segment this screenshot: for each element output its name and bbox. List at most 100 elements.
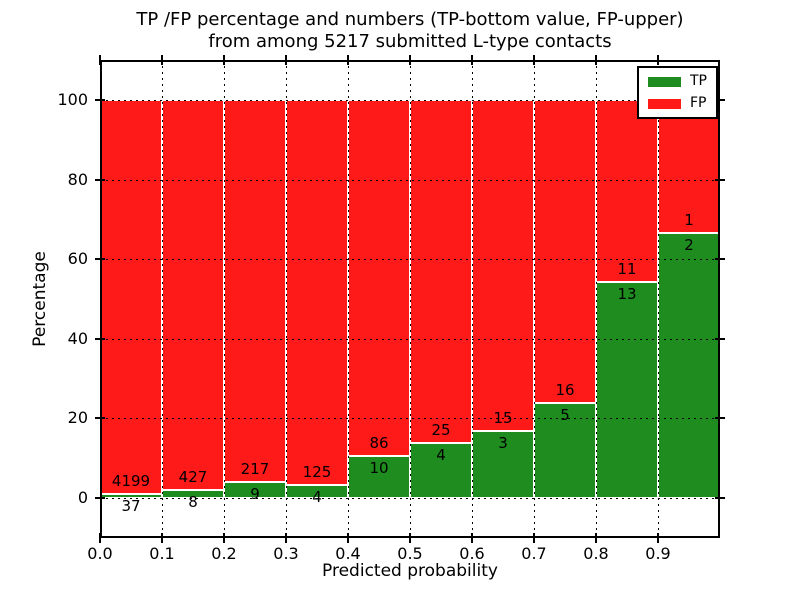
chart-title-line2: from among 5217 submitted L-type contact… bbox=[208, 31, 612, 52]
tp-count-label: 4 bbox=[312, 488, 322, 507]
bar-tp-0.5-0.6 bbox=[410, 442, 472, 498]
gridline-x-0.8 bbox=[596, 60, 597, 538]
bar-fp-0.5-0.6 bbox=[410, 100, 472, 443]
x-tick-bottom bbox=[409, 533, 411, 543]
y-tick-label: 100 bbox=[57, 90, 88, 110]
chart-title: TP /FP percentage and numbers (TP-bottom… bbox=[100, 9, 720, 53]
y-tick-right bbox=[715, 258, 725, 261]
tp-count-label: 13 bbox=[617, 285, 637, 304]
bar-tp-0.4-0.5 bbox=[348, 456, 410, 498]
fp-count-label: 86 bbox=[369, 434, 389, 453]
x-tick-top bbox=[657, 55, 659, 65]
tp-count-label: 5 bbox=[560, 405, 570, 424]
y-tick-left bbox=[95, 99, 105, 102]
gridline-x-0.5 bbox=[410, 60, 411, 538]
x-tick-label: 0.5 bbox=[397, 544, 423, 563]
bar-fp-0.1-0.2 bbox=[162, 100, 224, 491]
x-tick-bottom bbox=[471, 533, 473, 543]
tp-count-label: 3 bbox=[498, 434, 508, 453]
x-tick-label: 0.9 bbox=[645, 544, 671, 563]
x-axis-label: Predicted probability bbox=[322, 561, 498, 581]
x-tick-top bbox=[533, 55, 535, 65]
gridline-x-0.4 bbox=[348, 60, 349, 538]
y-tick-right bbox=[715, 496, 725, 499]
y-tick-left bbox=[95, 337, 105, 340]
legend-item-fp: FP bbox=[648, 96, 707, 111]
fp-count-label: 16 bbox=[555, 380, 575, 399]
chart-title-line1: TP /FP percentage and numbers (TP-bottom… bbox=[136, 9, 684, 30]
bar-fp-0.6-0.7 bbox=[472, 100, 534, 432]
x-tick-label: 0.7 bbox=[521, 544, 547, 563]
legend-swatch-fp bbox=[648, 98, 681, 109]
x-tick-label: 0.2 bbox=[211, 544, 237, 563]
x-tick-bottom bbox=[223, 533, 225, 543]
x-tick-top bbox=[595, 55, 597, 65]
fp-count-label: 15 bbox=[493, 409, 513, 428]
y-tick-label: 20 bbox=[67, 408, 88, 428]
gridline-x-0.2 bbox=[224, 60, 225, 538]
legend: TP FP bbox=[637, 66, 718, 119]
tp-count-label: 8 bbox=[188, 493, 198, 512]
x-tick-label: 0.3 bbox=[273, 544, 299, 563]
tp-count-label: 4 bbox=[436, 445, 446, 464]
fp-count-label: 25 bbox=[431, 420, 451, 439]
fp-count-label: 4199 bbox=[111, 472, 151, 491]
x-tick-top bbox=[99, 55, 101, 65]
y-tick-right bbox=[715, 417, 725, 420]
x-tick-bottom bbox=[595, 533, 597, 543]
x-tick-bottom bbox=[347, 533, 349, 543]
x-tick-top bbox=[409, 55, 411, 65]
legend-label: FP bbox=[690, 95, 707, 111]
y-tick-left bbox=[95, 258, 105, 261]
x-tick-bottom bbox=[285, 533, 287, 543]
x-tick-label: 0.0 bbox=[87, 544, 113, 563]
bar-fp-0.0-0.1 bbox=[100, 100, 162, 495]
x-tick-label: 0.1 bbox=[149, 544, 175, 563]
x-tick-top bbox=[347, 55, 349, 65]
x-tick-bottom bbox=[161, 533, 163, 543]
y-tick-label: 60 bbox=[67, 249, 88, 269]
y-tick-right bbox=[715, 337, 725, 340]
plot-area: TP FP 4199 37 427 8 217 9 125 4 86 10 25 4 15 3 16 5 11 13… bbox=[95, 55, 725, 543]
x-tick-top bbox=[471, 55, 473, 65]
fp-count-label: 11 bbox=[617, 260, 637, 279]
y-tick-label: 0 bbox=[77, 487, 88, 507]
y-tick-right bbox=[715, 178, 725, 181]
bar-tp-0.8-0.9 bbox=[596, 282, 658, 498]
x-tick-label: 0.4 bbox=[335, 544, 361, 563]
x-tick-top bbox=[223, 55, 225, 65]
x-tick-bottom bbox=[99, 533, 101, 543]
x-tick-bottom bbox=[657, 533, 659, 543]
tp-count-label: 9 bbox=[250, 484, 260, 503]
tp-count-label: 37 bbox=[121, 497, 141, 516]
y-tick-left bbox=[95, 496, 105, 499]
tp-count-label: 2 bbox=[684, 235, 694, 254]
bar-fp-0.4-0.5 bbox=[348, 100, 410, 457]
gridline-x-0.9 bbox=[658, 60, 659, 538]
tp-count-label: 10 bbox=[369, 459, 389, 478]
y-tick-left bbox=[95, 417, 105, 420]
gridline-x-0.3 bbox=[286, 60, 287, 538]
bar-fp-0.7-0.8 bbox=[534, 100, 596, 403]
fp-count-label: 1 bbox=[684, 210, 694, 229]
y-tick-label: 40 bbox=[67, 328, 88, 348]
bar-tp-0.9-1.0 bbox=[658, 232, 720, 498]
gridline-x-0.7 bbox=[534, 60, 535, 538]
gridline-x-0.6 bbox=[472, 60, 473, 538]
bar-fp-0.8-0.9 bbox=[596, 100, 658, 283]
fp-count-label: 427 bbox=[178, 468, 208, 487]
gridline-x-0.1 bbox=[162, 60, 163, 538]
x-tick-top bbox=[285, 55, 287, 65]
bar-tp-0.6-0.7 bbox=[472, 431, 534, 498]
legend-swatch-tp bbox=[648, 76, 681, 87]
fp-count-label: 217 bbox=[240, 459, 270, 478]
y-tick-left bbox=[95, 178, 105, 181]
x-tick-bottom bbox=[533, 533, 535, 543]
fp-count-label: 125 bbox=[302, 463, 332, 482]
bar-fp-0.3-0.4 bbox=[286, 100, 348, 486]
y-tick-right bbox=[715, 99, 725, 102]
legend-label: TP bbox=[690, 73, 707, 89]
bar-fp-0.9-1.0 bbox=[658, 100, 720, 233]
bar-fp-0.2-0.3 bbox=[224, 100, 286, 482]
